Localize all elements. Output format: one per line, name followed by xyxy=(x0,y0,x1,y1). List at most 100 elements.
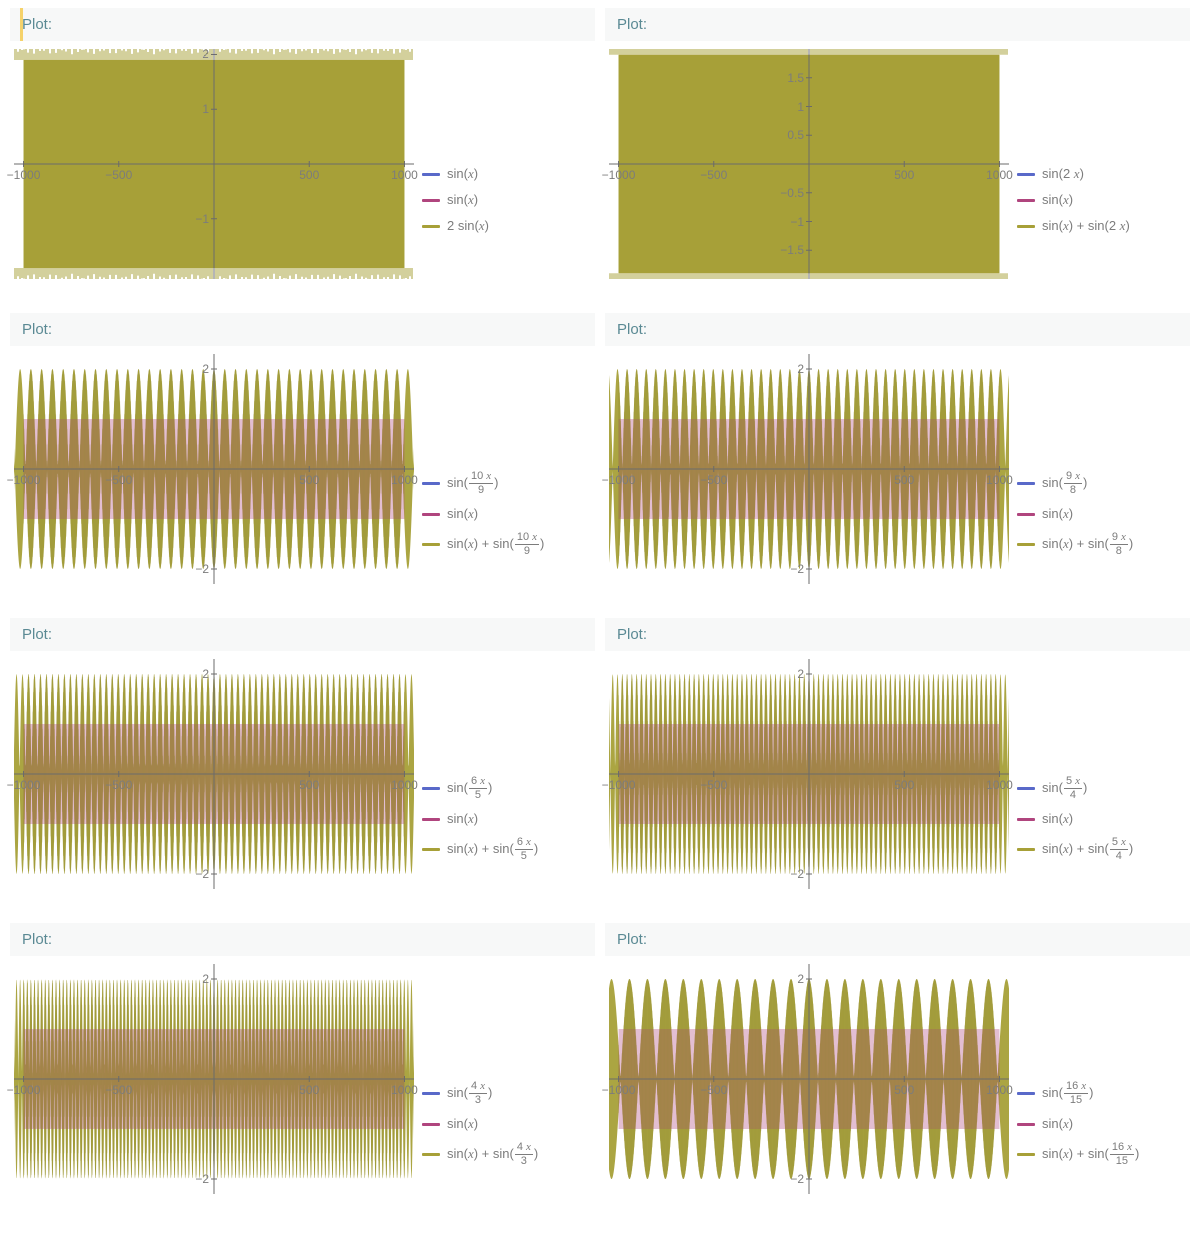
plot-area: −1000−5005001000−22 xyxy=(609,964,1009,1212)
x-tick-label: 500 xyxy=(299,473,319,487)
legend-item: sin(x) + sin(4 x3) xyxy=(422,1137,538,1172)
plot-area: −1000−5005001000−112 xyxy=(14,49,414,297)
x-tick-label: −1000 xyxy=(602,1083,636,1097)
legend-item: sin(x) xyxy=(422,1111,538,1137)
plot-svg xyxy=(609,354,1009,584)
x-tick-label: 1000 xyxy=(986,473,1013,487)
legend-item: sin(x) xyxy=(1017,501,1133,527)
legend-swatch xyxy=(422,173,440,176)
legend-swatch xyxy=(1017,1153,1035,1156)
plot-svg xyxy=(609,964,1009,1194)
legend-label: sin(x) xyxy=(447,811,478,827)
x-tick-label: −500 xyxy=(105,1083,132,1097)
legend-label: sin(16 x15) xyxy=(1042,1081,1093,1106)
y-tick-label: 2 xyxy=(202,362,209,376)
legend-swatch xyxy=(422,818,440,821)
legend-item: sin(4 x3) xyxy=(422,1076,538,1111)
highlight-bar xyxy=(20,8,23,41)
legend-swatch xyxy=(1017,513,1035,516)
legend-swatch xyxy=(1017,1123,1035,1126)
legend: sin(5 x4) sin(x) sin(x) + sin(5 x4) xyxy=(1009,659,1133,867)
y-tick-label: 2 xyxy=(202,667,209,681)
plot-header: Plot: xyxy=(605,923,1190,956)
legend-label: sin(2 x) xyxy=(1042,166,1084,182)
legend-item: sin(x) + sin(9 x8) xyxy=(1017,527,1133,562)
plot-svg xyxy=(14,964,414,1194)
legend: sin(9 x8) sin(x) sin(x) + sin(9 x8) xyxy=(1009,354,1133,562)
legend-label: sin(x) + sin(6 x5) xyxy=(447,837,538,862)
x-tick-label: −500 xyxy=(105,473,132,487)
x-tick-label: −500 xyxy=(105,168,132,182)
y-tick-label: −0.5 xyxy=(780,186,804,200)
x-tick-label: −1000 xyxy=(602,778,636,792)
legend-swatch xyxy=(422,1153,440,1156)
legend-label: sin(x) xyxy=(447,166,478,182)
y-tick-label: 1 xyxy=(797,100,804,114)
y-tick-label: −2 xyxy=(790,867,804,881)
legend-item: sin(x) + sin(6 x5) xyxy=(422,832,538,867)
plot-area: −1000−5005001000−22 xyxy=(14,964,414,1212)
legend-label: sin(x) xyxy=(447,506,478,522)
plot-cell: Plot:−1000−5005001000−112sin(x)sin(x)2 s… xyxy=(10,8,595,301)
plot-svg xyxy=(14,49,414,279)
x-tick-label: −1000 xyxy=(7,473,41,487)
legend-label: sin(5 x4) xyxy=(1042,776,1087,801)
x-tick-label: 500 xyxy=(894,778,914,792)
plot-cell: Plot:−1000−5005001000−22sin(10 x9)sin(x)… xyxy=(10,313,595,606)
legend-item: sin(6 x5) xyxy=(422,771,538,806)
plot-body: −1000−5005001000−22 sin(4 x3) sin(x) sin(x)… xyxy=(10,956,595,1216)
legend-label: sin(x) + sin(5 x4) xyxy=(1042,837,1133,862)
plot-body: −1000−5005001000−22sin(9 x8)sin(x)sin(x)… xyxy=(605,346,1190,606)
x-tick-label: 1000 xyxy=(986,1083,1013,1097)
legend-item: sin(x) xyxy=(422,806,538,832)
legend-label: sin(10 x9) xyxy=(447,471,498,496)
y-tick-label: −2 xyxy=(195,562,209,576)
plot-body: −1000−5005001000−22sin(16 x15)sin(x)sin(… xyxy=(605,956,1190,1216)
legend-label: sin(x) xyxy=(1042,506,1073,522)
plot-area: −1000−5005001000−22 xyxy=(14,354,414,602)
y-tick-label: −2 xyxy=(195,867,209,881)
x-tick-label: −500 xyxy=(700,168,727,182)
legend-item: sin(x) + sin(2 x) xyxy=(1017,213,1130,239)
plot-svg xyxy=(609,659,1009,889)
plot-header: Plot: xyxy=(10,618,595,651)
legend-label: sin(x) + sin(10 x9) xyxy=(447,532,544,557)
plot-header: Plot: xyxy=(605,313,1190,346)
x-tick-label: −500 xyxy=(700,1083,727,1097)
legend-swatch xyxy=(422,225,440,228)
x-tick-label: −1000 xyxy=(7,778,41,792)
plot-body: −1000−5005001000−22sin(6 x5)sin(x)sin(x)… xyxy=(10,651,595,911)
legend: sin(10 x9) sin(x) sin(x) + sin(10 x9) xyxy=(414,354,544,562)
legend-item: sin(10 x9) xyxy=(422,466,544,501)
y-tick-label: 2 xyxy=(797,362,804,376)
y-tick-label: −1.5 xyxy=(780,243,804,257)
legend-item: sin(x) xyxy=(1017,1111,1139,1137)
legend-label: sin(x) xyxy=(1042,1116,1073,1132)
legend-swatch xyxy=(422,199,440,202)
legend-swatch xyxy=(1017,173,1035,176)
legend-label: sin(x) xyxy=(447,192,478,208)
legend-label: sin(x) + sin(4 x3) xyxy=(447,1142,538,1167)
x-tick-label: 1000 xyxy=(391,473,418,487)
x-tick-label: −1000 xyxy=(602,473,636,487)
plot-header: Plot: xyxy=(10,923,595,956)
legend-label: sin(4 x3) xyxy=(447,1081,492,1106)
legend-item: sin(x) xyxy=(1017,806,1133,832)
plot-cell: Plot:−1000−5005001000−22sin(5 x4)sin(x)s… xyxy=(605,618,1190,911)
x-tick-label: 1000 xyxy=(391,778,418,792)
plot-header: Plot: xyxy=(10,8,595,41)
y-tick-label: 1 xyxy=(202,102,209,116)
legend-item: sin(x) xyxy=(422,161,489,187)
plot-svg xyxy=(14,659,414,889)
plot-header: Plot: xyxy=(605,8,1190,41)
legend-label: 2 sin(x) xyxy=(447,218,489,234)
legend-label: sin(9 x8) xyxy=(1042,471,1087,496)
legend-swatch xyxy=(422,848,440,851)
legend-item: sin(5 x4) xyxy=(1017,771,1133,806)
x-tick-label: 1000 xyxy=(391,168,418,182)
x-tick-label: −1000 xyxy=(7,1083,41,1097)
x-tick-label: 1000 xyxy=(986,778,1013,792)
plot-svg xyxy=(14,354,414,584)
legend-swatch xyxy=(422,513,440,516)
x-tick-label: 500 xyxy=(299,168,319,182)
